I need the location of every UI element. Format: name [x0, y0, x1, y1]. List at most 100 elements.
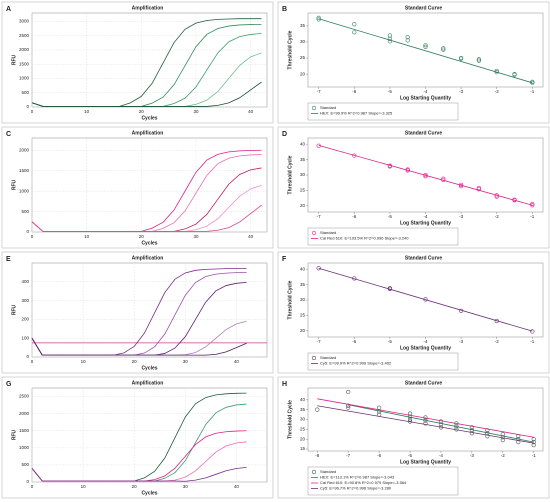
- amplification-curve: [31, 466, 247, 482]
- amplification-curve: [31, 337, 247, 356]
- legend-label: Standard: [320, 230, 336, 235]
- data-point: [485, 431, 490, 436]
- data-point: [476, 185, 482, 191]
- plot-area: [307, 12, 544, 88]
- x-tick-label: 20: [132, 359, 138, 364]
- x-axis-label: Log Starting Quantity: [400, 459, 451, 465]
- chart-title: Standard Curve: [405, 5, 442, 11]
- x-tick-label: 30: [193, 234, 199, 239]
- y-tick-label: 40: [300, 141, 306, 146]
- x-tick-label: -2: [501, 453, 505, 458]
- y-tick-label: 1500: [19, 61, 30, 66]
- data-point: [352, 276, 357, 281]
- data-point: [315, 407, 320, 412]
- data-point: [454, 424, 459, 429]
- x-axis-label: Log Starting Quantity: [400, 220, 451, 226]
- x-tick-label: -4: [439, 453, 443, 458]
- x-tick-label: 40: [234, 359, 240, 364]
- plot-area: [31, 137, 268, 233]
- x-tick-label: -7: [346, 453, 350, 458]
- y-tick-label: 30: [300, 417, 306, 422]
- x-tick-label: -5: [388, 339, 392, 344]
- amplification-curve: [31, 81, 262, 107]
- y-tick-label: 2500: [19, 33, 30, 38]
- data-point: [423, 172, 428, 178]
- x-tick-label: -3: [459, 89, 463, 94]
- chart-title: Amplification: [132, 380, 164, 386]
- data-point: [469, 428, 474, 433]
- panel-letter: B: [282, 6, 287, 13]
- x-tick-label: -3: [459, 339, 463, 344]
- y-tick-label: 3000: [19, 19, 30, 24]
- y-tick-label: 0: [26, 229, 29, 234]
- x-axis-label: Cycles: [141, 115, 157, 121]
- y-tick-label: 35: [300, 157, 306, 162]
- x-axis-label: Log Starting Quantity: [400, 95, 451, 101]
- panel-letter: F: [282, 256, 287, 263]
- x-tick-label: -2: [495, 214, 499, 219]
- x-tick-label: 10: [81, 359, 87, 364]
- y-tick-label: 500: [21, 209, 29, 214]
- x-tick-label: -7: [317, 339, 321, 344]
- panel: G Amplification 0 500 1000 1500 2000 2500 0 10 20 3…: [1, 376, 274, 499]
- data-point: [441, 176, 446, 181]
- data-point: [316, 266, 321, 271]
- y-tick-label: 0: [26, 354, 29, 359]
- data-point: [494, 318, 499, 324]
- legend-label: Cal Red 610: E=90.8% R^2=0.979 Slope=-3.…: [320, 480, 407, 485]
- panel: F Standard Curve 20 25 30 35 40 -7 -6 -5 -4 -3 -2 -1 L…: [277, 251, 550, 374]
- y-tick-label: 25: [300, 427, 306, 432]
- x-tick-label: -5: [388, 89, 392, 94]
- data-point: [476, 187, 482, 192]
- data-point: [316, 17, 321, 22]
- data-point: [407, 419, 413, 424]
- x-tick-label: -5: [388, 214, 392, 219]
- y-tick-label: 0: [26, 479, 29, 484]
- y-tick-label: 20: [300, 436, 306, 441]
- data-point: [438, 425, 444, 430]
- data-point: [423, 174, 428, 179]
- data-point: [387, 164, 392, 169]
- legend-label: Cy5: E=99.9% R^2=0.999 Slope=-3.402: [320, 361, 392, 366]
- y-tick-label: 15: [300, 446, 306, 451]
- y-tick-label: 1000: [19, 76, 30, 81]
- legend-label: Standard: [320, 469, 336, 474]
- panel-letter: A: [6, 6, 11, 13]
- legend-label: HEX: E=113.1% R^2=0.987 Slope=-3.043: [320, 475, 395, 480]
- data-point: [530, 203, 535, 208]
- data-point: [441, 177, 446, 183]
- plot-area: [31, 12, 268, 108]
- panel-letter: E: [6, 256, 11, 263]
- x-tick-label: 10: [84, 109, 90, 114]
- data-point: [485, 434, 490, 439]
- data-point: [423, 44, 428, 49]
- legend-marker: [311, 105, 317, 111]
- data-point: [405, 167, 410, 172]
- data-point: [387, 39, 392, 44]
- data-point: [476, 58, 482, 63]
- x-tick-label: -1: [530, 214, 534, 219]
- data-point: [531, 442, 536, 448]
- x-tick-label: 20: [139, 109, 145, 114]
- y-tick-label: 100: [21, 335, 29, 340]
- y-tick-label: 30: [300, 39, 306, 44]
- data-point: [530, 329, 535, 334]
- legend-marker: [311, 230, 317, 236]
- chart-title: Amplification: [132, 130, 164, 136]
- chart-title: Standard Curve: [405, 255, 442, 261]
- panel-letter: G: [6, 381, 12, 388]
- y-tick-label: 200: [21, 317, 29, 322]
- y-tick-label: 35: [300, 407, 306, 412]
- x-tick-label: 40: [234, 484, 240, 489]
- data-point: [459, 182, 464, 187]
- data-point: [346, 405, 351, 410]
- legend-label: Standard: [320, 105, 336, 110]
- data-point: [516, 434, 521, 439]
- legend-label: Standard: [320, 355, 336, 360]
- data-point: [407, 414, 413, 419]
- x-tick-label: 40: [248, 109, 254, 114]
- y-axis-label: Threshold Cycle: [287, 155, 293, 194]
- y-tick-label: 20: [300, 203, 306, 208]
- y-tick-label: 40: [300, 397, 306, 402]
- panel: A Amplification 0 500 1000 1500 2000 2500 3000 0 1…: [1, 1, 274, 124]
